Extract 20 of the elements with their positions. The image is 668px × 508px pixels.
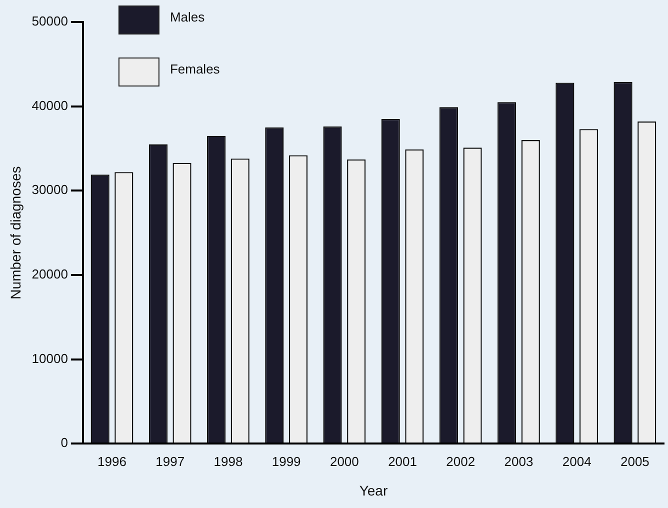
legend-label: Females [170, 62, 220, 77]
x-tick-label: 1999 [272, 454, 301, 469]
x-axis-title: Year [359, 482, 388, 498]
x-tick-label: 2004 [562, 454, 592, 469]
y-axis-title: Number of diagnoses [7, 166, 24, 300]
x-tick-label: 1996 [98, 454, 126, 469]
y-tick-label: 0 [60, 435, 68, 450]
legend-label: Males [170, 10, 206, 25]
y-tick-label: 10000 [32, 350, 68, 366]
x-tick-label: 2003 [504, 454, 534, 469]
y-tick-label: 20000 [32, 266, 68, 282]
x-tick-label: 2000 [330, 454, 359, 469]
y-tick-label: 30000 [32, 182, 68, 198]
y-tick-label: 40000 [32, 98, 68, 113]
x-tick-label: 2001 [388, 454, 417, 469]
y-tick-label: 50000 [32, 14, 68, 29]
x-tick-label: 1997 [156, 454, 185, 469]
x-tick-label: 2005 [620, 454, 650, 469]
x-tick-label: 2002 [446, 454, 476, 469]
x-tick-label: 1998 [214, 454, 243, 469]
